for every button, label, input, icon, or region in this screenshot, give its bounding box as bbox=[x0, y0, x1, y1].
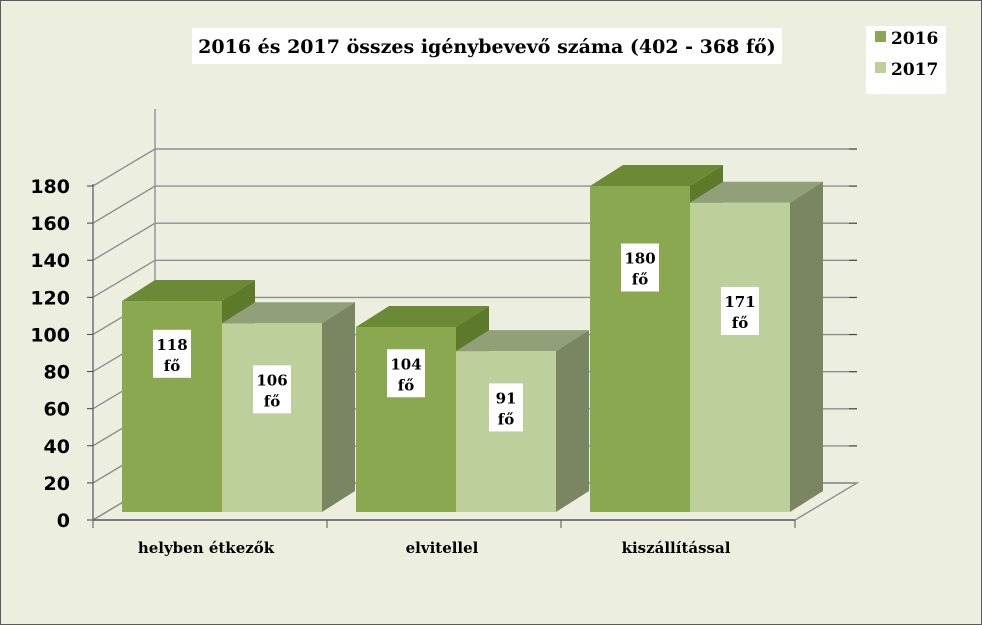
gridline-side-180 bbox=[92, 148, 156, 187]
bar-side-2017-2 bbox=[790, 181, 823, 512]
y-tick-label: 40 bbox=[44, 436, 70, 458]
bar-top-2017-0 bbox=[222, 302, 355, 324]
data-labels: 118 fő 106 fő 104 fő 91 fő 180 fő 171 fő bbox=[153, 243, 759, 432]
legend: 2016 2017 bbox=[875, 29, 938, 80]
data-label-box bbox=[253, 365, 291, 414]
bar-2016-2 bbox=[590, 186, 690, 512]
bars bbox=[122, 165, 823, 512]
title-box bbox=[192, 28, 782, 64]
gridline-side-120 bbox=[92, 259, 156, 298]
bar-side-2017-1 bbox=[556, 330, 589, 512]
data-label-box bbox=[489, 383, 523, 432]
bar-2017-1 bbox=[456, 351, 556, 512]
data-label-2016-0: 118 bbox=[156, 336, 187, 354]
legend-label-2017: 2017 bbox=[891, 60, 938, 80]
data-label-unit: fő bbox=[498, 410, 514, 428]
y-tick-label: 160 bbox=[30, 213, 70, 235]
x-category-label: kiszállítással bbox=[622, 539, 731, 557]
y-tick-label: 60 bbox=[44, 399, 70, 421]
bar-2017-0 bbox=[222, 323, 322, 512]
data-label-box bbox=[621, 243, 659, 292]
data-label-box bbox=[153, 329, 191, 378]
data-label-2017-0: 106 bbox=[256, 371, 287, 389]
data-label-2016-1: 104 bbox=[390, 355, 421, 373]
axes: 0 20 40 60 80 100 120 140 160 180 helyben étkezők e… bbox=[30, 176, 860, 557]
data-label-unit: fő bbox=[632, 271, 648, 289]
bar-top-2017-1 bbox=[456, 330, 589, 352]
bar-top-2017-2 bbox=[690, 181, 823, 203]
legend-swatch-2016 bbox=[875, 31, 886, 42]
legend-label-2016: 2016 bbox=[891, 29, 938, 49]
y-tick-label: 20 bbox=[44, 473, 70, 495]
data-label-unit: fő bbox=[398, 376, 414, 394]
data-label-unit: fő bbox=[732, 314, 748, 332]
x-category-label: elvitellel bbox=[406, 539, 479, 557]
y-tick-label: 120 bbox=[30, 287, 70, 309]
bar-side-2017-0 bbox=[322, 302, 355, 512]
y-tick-label: 80 bbox=[44, 362, 70, 384]
bar-top-2016-0 bbox=[122, 280, 255, 302]
data-label-unit: fő bbox=[164, 357, 180, 375]
bar-2017-2 bbox=[690, 202, 790, 512]
bar-top-2016-1 bbox=[356, 306, 489, 328]
data-label-unit: fő bbox=[264, 392, 280, 410]
gridline-side-160 bbox=[92, 185, 156, 224]
bar-top-2016-2 bbox=[590, 165, 723, 186]
data-label-2017-1: 91 bbox=[496, 389, 517, 407]
data-label-box bbox=[387, 349, 425, 398]
chart-title: 2016 és 2017 összes igénybevevő száma (4… bbox=[198, 36, 776, 58]
data-label-2017-2: 171 bbox=[724, 293, 755, 311]
data-label-2016-2: 180 bbox=[624, 250, 655, 268]
y-tick-label: 0 bbox=[57, 510, 70, 532]
y-tick-label: 100 bbox=[30, 324, 70, 346]
y-tick-label: 140 bbox=[30, 250, 70, 272]
legend-swatch-2017 bbox=[875, 62, 886, 73]
x-category-label: helyben étkezők bbox=[138, 539, 275, 557]
gridline-side-140 bbox=[92, 222, 156, 261]
y-tick-label: 180 bbox=[30, 176, 70, 198]
data-label-box bbox=[721, 286, 759, 335]
